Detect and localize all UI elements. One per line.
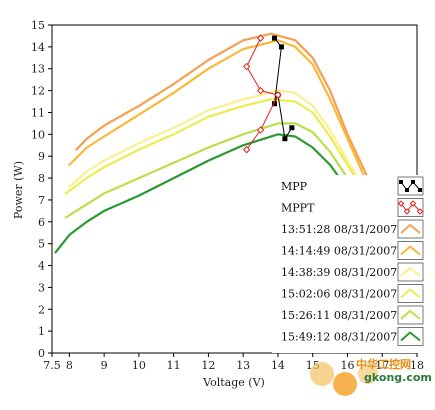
y-tick-label: 9 <box>38 150 45 163</box>
series-line-2 <box>75 32 384 208</box>
y-tick-label: 7 <box>38 194 45 207</box>
mppt-point <box>242 62 251 71</box>
y-tick-label: 8 <box>38 172 45 185</box>
mpp-point <box>278 44 284 50</box>
legend-swatch-marker <box>397 200 405 207</box>
legend-swatch-7 <box>397 327 424 346</box>
legend-label-4: 14:38:39 08/31/2007 <box>281 266 397 279</box>
legend: MPP MPPT 13:51:28 08/31/2007 14:14:49 08/31… <box>272 175 428 353</box>
mppt-point <box>256 86 265 95</box>
legend-swatch-marker <box>416 208 424 215</box>
legend-swatch-2 <box>397 219 424 239</box>
mpp-point <box>271 35 277 41</box>
y-tick-label: 0 <box>38 347 45 360</box>
legend-label-5: 15:02:06 08/31/2007 <box>281 288 397 301</box>
series-line-4 <box>68 89 366 191</box>
x-tick-label: 9 <box>101 359 108 372</box>
legend-label-0: MPP <box>281 180 308 193</box>
legend-swatch-marker <box>411 180 415 184</box>
legend-swatch-marker <box>409 200 417 207</box>
watermark-logo-left <box>310 362 334 386</box>
mppt-point <box>256 126 265 134</box>
series-line-5 <box>64 98 366 195</box>
x-tick-label: 18 <box>410 359 424 372</box>
mpp-point <box>282 136 288 142</box>
y-tick-label: 14 <box>31 41 45 54</box>
legend-label-1: MPPT <box>281 202 315 215</box>
legend-swatch-line-0 <box>400 181 421 191</box>
legend-swatch-line-4 <box>400 266 421 277</box>
x-tick-label: 17 <box>375 359 389 372</box>
legend-swatch-line-3 <box>400 245 421 256</box>
legend-swatch-4 <box>397 262 424 282</box>
mppt-point <box>256 34 265 42</box>
legend-label-2: 13:51:28 08/31/2007 <box>281 223 397 236</box>
watermark-logo-mid <box>333 372 357 396</box>
mppt-point <box>242 145 251 154</box>
y-tick-label: 1 <box>38 325 45 338</box>
legend-swatch-line-5 <box>400 288 421 299</box>
x-tick-label: 14 <box>271 359 285 372</box>
legend-swatch-line-1 <box>400 202 421 213</box>
x-tick-label: 7.5 <box>43 359 61 372</box>
y-tick-label: 12 <box>31 85 45 98</box>
legend-label-7: 15:49:12 08/31/2007 <box>281 331 397 344</box>
legend-swatch-line-7 <box>400 331 421 342</box>
y-tick-label: 13 <box>31 63 45 76</box>
x-tick-label: 13 <box>236 359 250 372</box>
watermark-url-text: gkong.com <box>364 371 432 384</box>
mpp-point <box>289 125 295 131</box>
y-axis-title: Power (W) <box>12 161 25 219</box>
mppt-point <box>274 91 282 99</box>
x-tick-label: 11 <box>167 359 181 372</box>
legend-swatch-3 <box>397 241 424 260</box>
x-axis-title: Voltage (V) <box>202 376 265 389</box>
x-tick-label: 12 <box>201 359 215 372</box>
series-line-7 <box>54 133 366 254</box>
y-tick-label: 5 <box>38 238 45 251</box>
legend-swatch-marker <box>403 208 411 215</box>
series-line-6 <box>64 122 366 219</box>
y-tick-label: 6 <box>38 216 45 229</box>
x-tick-label: 16 <box>340 359 354 372</box>
series-line-3 <box>68 39 384 212</box>
y-tick-label: 2 <box>38 303 45 316</box>
x-tick-label: 10 <box>132 359 146 372</box>
series-layer <box>54 32 384 254</box>
legend-swatch-line-2 <box>400 223 421 234</box>
watermark-cn-text: 中华工控网 <box>356 357 411 371</box>
legend-label-6: 15:26:11 08/31/2007 <box>281 309 397 322</box>
legend-swatch-marker <box>399 180 403 184</box>
watermark: 中华工控网 gkong.com <box>310 357 432 396</box>
y-tick-label: 11 <box>31 106 45 119</box>
legend-swatch-line-6 <box>400 309 421 320</box>
y-tick-label: 10 <box>31 128 45 141</box>
y-tick-label: 4 <box>38 260 45 273</box>
x-tick-label: 8 <box>66 359 73 372</box>
legend-swatch-marker <box>405 188 409 192</box>
y-tick-label: 15 <box>31 19 45 32</box>
y-tick-label: 3 <box>38 281 45 294</box>
legend-label-3: 14:14:49 08/31/2007 <box>281 245 397 258</box>
legend-swatch-marker <box>418 188 422 192</box>
watermark-logo-right <box>358 364 378 384</box>
legend-swatch-5 <box>397 284 424 303</box>
series-line-1 <box>246 37 279 151</box>
mpp-point <box>271 101 277 107</box>
legend-swatch-6 <box>397 305 424 325</box>
